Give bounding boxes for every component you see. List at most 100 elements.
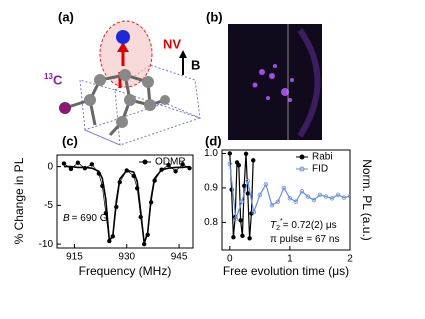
data-point bbox=[227, 151, 233, 156]
x-tick-label: 1 bbox=[287, 254, 293, 265]
data-point bbox=[287, 196, 293, 201]
data-point bbox=[238, 218, 243, 223]
data-point bbox=[131, 173, 136, 179]
data-point bbox=[159, 167, 164, 172]
data-point bbox=[124, 168, 129, 173]
data-point bbox=[251, 209, 257, 215]
emitters bbox=[252, 64, 294, 102]
y-tick-label: 1.0 bbox=[204, 148, 218, 159]
data-point bbox=[148, 200, 154, 205]
atoms bbox=[84, 69, 170, 128]
data-point bbox=[236, 162, 242, 168]
data-point bbox=[89, 162, 95, 167]
annotation-text: π pulse = 67 ns bbox=[270, 234, 339, 245]
data-point bbox=[305, 194, 311, 199]
data-point bbox=[110, 234, 115, 239]
nitrogen-atom bbox=[116, 30, 130, 44]
data-point bbox=[145, 232, 150, 238]
isotope-mass: 13 bbox=[44, 72, 53, 81]
data-point bbox=[227, 161, 233, 166]
data-point bbox=[107, 238, 112, 244]
legend-label: FID bbox=[312, 164, 328, 175]
data-line bbox=[63, 162, 190, 245]
x-tick-label: 915 bbox=[66, 252, 83, 263]
data-point bbox=[243, 151, 249, 156]
legend-label: Rabi bbox=[312, 152, 333, 163]
data-point bbox=[82, 165, 88, 171]
y-tick-label: 0.8 bbox=[204, 217, 218, 228]
image-arc bbox=[297, 28, 321, 138]
y-tick-label: -5 bbox=[44, 200, 53, 211]
fit-line bbox=[64, 165, 190, 244]
y-tick-label: -10 bbox=[39, 239, 54, 250]
panel-label: (c) bbox=[62, 133, 78, 148]
plot-frame bbox=[221, 149, 351, 251]
data-point bbox=[180, 162, 185, 167]
legend-marker bbox=[299, 166, 305, 172]
plot-frame bbox=[56, 154, 194, 249]
data-point bbox=[231, 235, 236, 240]
data-point bbox=[239, 199, 245, 204]
panel-label: (a) bbox=[58, 9, 74, 24]
annotation-symbol: B bbox=[63, 213, 70, 224]
annotation-symbol: T bbox=[270, 220, 277, 231]
annotation-text: = 0.72(2) μs bbox=[283, 220, 337, 231]
data-point bbox=[173, 169, 178, 174]
y-tick-label: 0 bbox=[47, 161, 53, 172]
annotation-superscript: * bbox=[280, 218, 283, 225]
y-axis-label: % Change in PL bbox=[12, 157, 26, 244]
data-point bbox=[281, 185, 287, 191]
plot-area bbox=[227, 151, 350, 241]
y-tick-label: 0.9 bbox=[204, 183, 218, 194]
data-point bbox=[103, 210, 109, 216]
data-point bbox=[141, 241, 147, 247]
data-point bbox=[335, 192, 341, 198]
data-point bbox=[187, 165, 192, 171]
data-point bbox=[114, 204, 119, 210]
isotope-element: C bbox=[53, 72, 63, 87]
data-line bbox=[229, 153, 254, 239]
data-point bbox=[233, 216, 239, 222]
data-point bbox=[96, 171, 102, 176]
data-point bbox=[323, 194, 329, 199]
nv-label: NV bbox=[163, 36, 181, 51]
data-point bbox=[257, 192, 263, 198]
annotation-text: = 690 G bbox=[72, 213, 108, 224]
data-point bbox=[138, 214, 143, 220]
data-point bbox=[61, 161, 67, 166]
data-point bbox=[100, 183, 105, 189]
panel-label: (d) bbox=[205, 133, 222, 148]
cube-edge bbox=[79, 79, 121, 146]
legend-marker bbox=[142, 159, 148, 165]
data-point bbox=[329, 196, 335, 201]
data-point bbox=[263, 182, 269, 187]
data-point bbox=[245, 178, 251, 184]
annotation-subscript: 2 bbox=[276, 225, 280, 232]
data-point bbox=[166, 162, 171, 168]
field-label: B bbox=[191, 57, 200, 72]
x-tick-label: 930 bbox=[118, 252, 135, 263]
data-point bbox=[245, 191, 251, 196]
legend-label: ODMR bbox=[155, 157, 186, 168]
data-point bbox=[311, 197, 317, 203]
nv-diagram: (a) NV 13 C B bbox=[44, 9, 202, 146]
x-axis-label: Free evolution time (μs) bbox=[223, 264, 349, 278]
data-point bbox=[299, 189, 305, 194]
data-point bbox=[240, 233, 245, 239]
data-point bbox=[275, 199, 281, 204]
c13-atom bbox=[59, 102, 71, 114]
x-tick-label: 0 bbox=[227, 254, 233, 265]
annotation: T2*= 0.72(2) μs bbox=[270, 218, 337, 232]
data-point bbox=[247, 236, 252, 241]
x-axis-label: Frequency (MHz) bbox=[79, 264, 172, 278]
data-point bbox=[75, 160, 81, 165]
data-point bbox=[117, 179, 122, 185]
plot-area bbox=[61, 160, 192, 247]
data-point bbox=[293, 199, 299, 204]
data-point bbox=[135, 186, 140, 191]
y-axis-label: Norm. PL (a.u.) bbox=[360, 159, 374, 241]
annotation: B = 690 G bbox=[63, 213, 108, 224]
data-point bbox=[251, 158, 256, 163]
field-arrow-head bbox=[179, 50, 187, 58]
